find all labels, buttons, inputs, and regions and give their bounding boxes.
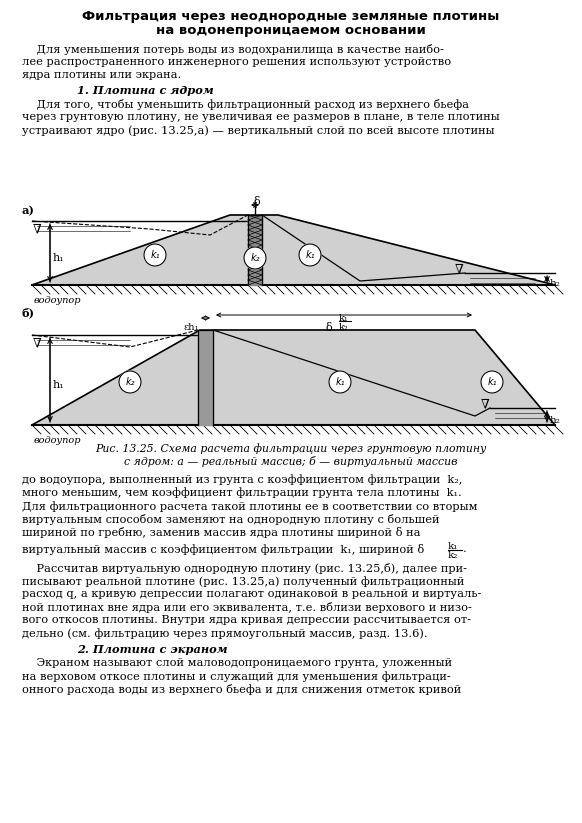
- Text: устраивают ядро (рис. 13.25,а) — вертикальный слой по всей высоте плотины: устраивают ядро (рис. 13.25,а) — вертика…: [22, 125, 495, 136]
- Text: шириной по гребню, заменив массив ядра плотины шириной δ на: шириной по гребню, заменив массив ядра п…: [22, 528, 421, 538]
- Text: 1. Плотина с ядром: 1. Плотина с ядром: [77, 85, 214, 95]
- Text: εh₁: εh₁: [183, 323, 198, 332]
- Text: Рассчитав виртуальную однородную плотину (рис. 13.25,б), далее при-: Рассчитав виртуальную однородную плотину…: [22, 563, 467, 574]
- Text: с ядром: а — реальный массив; б — виртуальный массив: с ядром: а — реальный массив; б — виртуа…: [124, 456, 458, 467]
- Text: через грунтовую плотину, не увеличивая ее размеров в плане, в теле плотины: через грунтовую плотину, не увеличивая е…: [22, 112, 500, 122]
- Polygon shape: [198, 330, 213, 425]
- Text: .: .: [463, 544, 467, 555]
- Text: k₂: k₂: [125, 377, 135, 387]
- Text: ной плотинах вне ядра или его эквивалента, т.е. вблизи верхового и низо-: ной плотинах вне ядра или его эквивалент…: [22, 602, 472, 613]
- Text: виртуальный массив с коэффициентом фильтрации  k₁, шириной δ: виртуальный массив с коэффициентом фильт…: [22, 544, 428, 556]
- Text: ∇: ∇: [480, 398, 489, 411]
- Polygon shape: [32, 330, 555, 425]
- Circle shape: [329, 371, 351, 393]
- Text: h₂: h₂: [550, 416, 561, 425]
- Text: ∇: ∇: [33, 223, 42, 236]
- Text: k₂: k₂: [339, 323, 349, 332]
- Polygon shape: [32, 215, 555, 285]
- Text: k₁: k₁: [339, 314, 349, 323]
- Text: ∇: ∇: [33, 337, 42, 350]
- Text: много меньшим, чем коэффициент фильтрации грунта тела плотины  k₁.: много меньшим, чем коэффициент фильтраци…: [22, 487, 462, 499]
- Text: δ: δ: [253, 197, 260, 207]
- Text: k₂: k₂: [250, 253, 260, 263]
- Text: писывают реальной плотине (рис. 13.25,а) полученный фильтрационный: писывают реальной плотине (рис. 13.25,а)…: [22, 576, 464, 587]
- Text: k₁: k₁: [150, 250, 159, 260]
- Circle shape: [481, 371, 503, 393]
- Text: ∇: ∇: [454, 263, 463, 276]
- Circle shape: [144, 244, 166, 266]
- Polygon shape: [248, 215, 262, 285]
- Text: h₁: h₁: [53, 380, 65, 390]
- Text: k₂: k₂: [448, 551, 459, 560]
- Text: онного расхода воды из верхнего бьефа и для снижения отметок кривой: онного расхода воды из верхнего бьефа и …: [22, 685, 462, 695]
- Text: на водонепроницаемом основании: на водонепроницаемом основании: [156, 24, 426, 37]
- Text: водоупор: водоупор: [34, 296, 81, 305]
- Text: Экраном называют слой маловодопроницаемого грунта, уложенный: Экраном называют слой маловодопроницаемо…: [22, 658, 452, 668]
- Text: δ: δ: [326, 323, 336, 333]
- Circle shape: [299, 244, 321, 266]
- Text: Для того, чтобы уменьшить фильтрационный расход из верхнего бьефа: Для того, чтобы уменьшить фильтрационный…: [22, 99, 469, 109]
- Circle shape: [244, 247, 266, 269]
- Text: лее распространенного инженерного решения используют устройство: лее распространенного инженерного решени…: [22, 58, 451, 67]
- Text: ядра плотины или экрана.: ядра плотины или экрана.: [22, 71, 181, 81]
- Text: h₁: h₁: [53, 253, 65, 263]
- Text: на верховом откосе плотины и служащий для уменьшения фильтраци-: на верховом откосе плотины и служащий дл…: [22, 672, 450, 682]
- Text: k₁: k₁: [335, 377, 345, 387]
- Text: k₁: k₁: [305, 250, 315, 260]
- Text: k₁: k₁: [448, 542, 459, 551]
- Text: б): б): [22, 307, 35, 318]
- Text: h₂: h₂: [550, 279, 561, 288]
- Text: Фильтрация через неоднородные земляные плотины: Фильтрация через неоднородные земляные п…: [82, 10, 500, 23]
- Text: 2. Плотина с экраном: 2. Плотина с экраном: [77, 644, 228, 655]
- Circle shape: [119, 371, 141, 393]
- Text: а): а): [22, 205, 35, 216]
- Text: Для фильтрационного расчета такой плотины ее в соответствии со вторым: Для фильтрационного расчета такой плотин…: [22, 501, 477, 512]
- Text: водоупор: водоупор: [34, 436, 81, 445]
- Text: Рис. 13.25. Схема расчета фильтрации через грунтовую плотину: Рис. 13.25. Схема расчета фильтрации чер…: [95, 443, 487, 454]
- Text: k₁: k₁: [487, 377, 497, 387]
- Text: дельно (см. фильтрацию через прямоугольный массив, разд. 13.6).: дельно (см. фильтрацию через прямоугольн…: [22, 629, 428, 639]
- Text: расход q, а кривую депрессии полагают одинаковой в реальной и виртуаль-: расход q, а кривую депрессии полагают од…: [22, 589, 481, 599]
- Text: вого откосов плотины. Внутри ядра кривая депрессии рассчитывается от-: вого откосов плотины. Внутри ядра кривая…: [22, 616, 471, 625]
- Text: до водоупора, выполненный из грунта с коэффициентом фильтрации  k₂,: до водоупора, выполненный из грунта с ко…: [22, 474, 462, 486]
- Text: Для уменьшения потерь воды из водохранилища в качестве наибо-: Для уменьшения потерь воды из водохранил…: [22, 44, 444, 55]
- Text: виртуальным способом заменяют на однородную плотину с большей: виртуальным способом заменяют на однород…: [22, 514, 439, 525]
